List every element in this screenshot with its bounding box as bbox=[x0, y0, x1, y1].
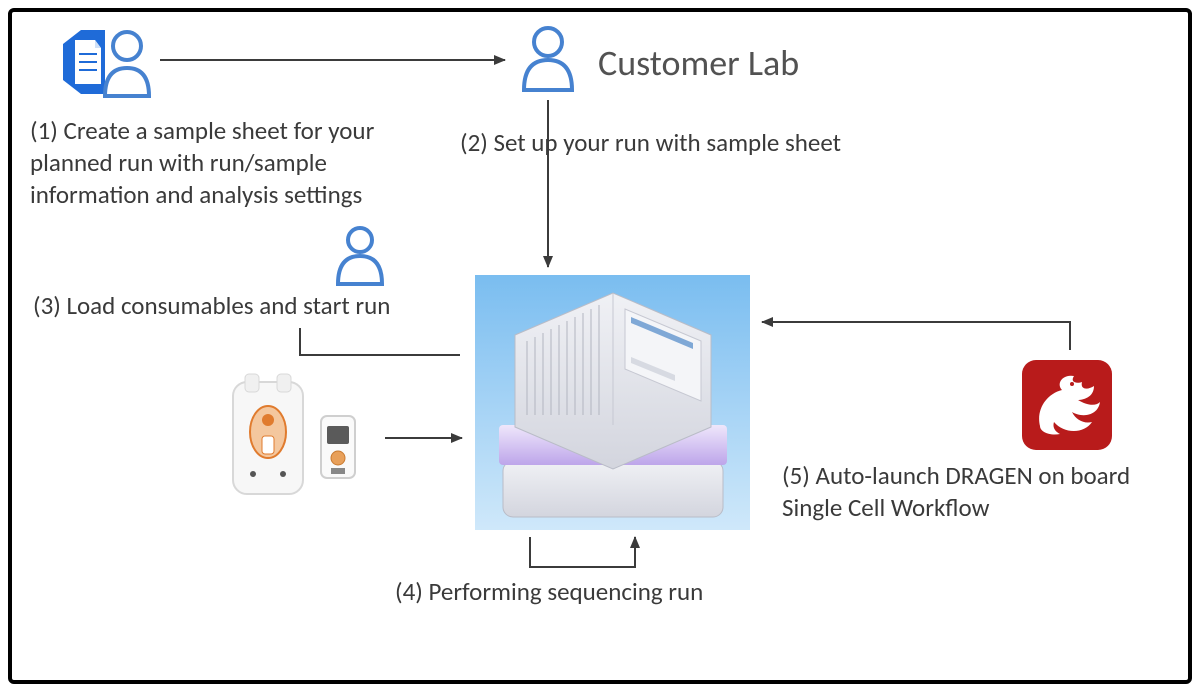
operator-user-icon bbox=[332, 224, 388, 288]
step4-label: (4) Performing sequencing run bbox=[395, 576, 775, 608]
step5-label: (5) Auto-launch DRAGEN on board Single C… bbox=[782, 460, 1142, 524]
dragen-icon bbox=[1022, 360, 1112, 450]
consumables-image bbox=[225, 370, 375, 505]
step1-label: (1) Create a sample sheet for your plann… bbox=[30, 115, 425, 211]
sequencer-image bbox=[475, 275, 750, 530]
title-text: Customer Lab bbox=[598, 40, 799, 86]
customer-user-icon bbox=[518, 24, 578, 94]
diagram-canvas: Customer Lab (1) Create a sample sheet f… bbox=[0, 0, 1200, 692]
step2-label: (2) Set up your run with sample sheet bbox=[460, 127, 880, 159]
document-user-icon bbox=[55, 20, 155, 108]
step3-label: (3) Load consumables and start run bbox=[33, 290, 463, 322]
